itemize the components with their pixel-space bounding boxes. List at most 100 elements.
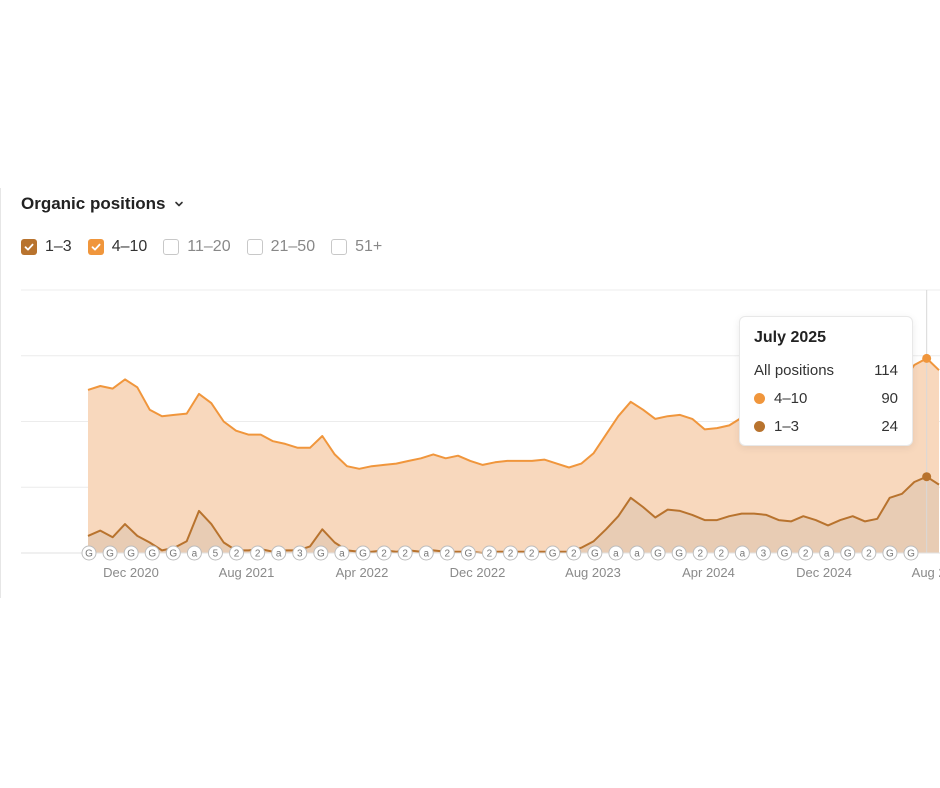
filter-label: 21–50 xyxy=(270,238,316,255)
annotation-marker xyxy=(481,545,497,561)
annotation-marker-label: a xyxy=(192,549,198,560)
annotation-marker xyxy=(882,545,898,561)
tooltip-label: 4–10 xyxy=(774,389,808,407)
annotation-marker-label: G xyxy=(85,549,93,560)
x-tick-label: Aug 2025 xyxy=(912,565,940,580)
annotation-marker-label: G xyxy=(464,549,472,560)
tooltip-row-1-3: 1–3 24 xyxy=(754,412,898,440)
annotation-marker xyxy=(439,545,455,561)
chevron-down-icon xyxy=(174,201,183,207)
tooltip-value: 114 xyxy=(874,361,898,379)
annotation-marker xyxy=(692,545,708,561)
organic-positions-dropdown[interactable]: Organic positions xyxy=(21,194,184,214)
annotation-marker-label: 2 xyxy=(529,549,535,560)
annotation-marker-label: 2 xyxy=(381,549,387,560)
highlight-point-1-3 xyxy=(922,472,932,482)
filter-21-50[interactable]: 21–50 xyxy=(246,238,316,256)
checkbox-11-20[interactable] xyxy=(163,239,180,255)
check-icon xyxy=(24,243,34,251)
annotation-marker xyxy=(545,545,561,561)
annotation-marker xyxy=(123,545,139,561)
x-tick-label: Apr 2022 xyxy=(336,565,389,580)
annotation-marker-label: G xyxy=(591,549,599,560)
annotation-marker-label: 3 xyxy=(297,549,303,560)
x-tick-label: Dec 2024 xyxy=(796,565,852,580)
x-tick-label: Dec 2022 xyxy=(450,565,506,580)
checkbox-21-50[interactable] xyxy=(246,239,263,255)
x-tick-label: Apr 2024 xyxy=(682,565,735,580)
annotation-marker xyxy=(292,545,308,561)
annotation-marker-label: G xyxy=(907,549,915,560)
annotation-marker xyxy=(819,545,835,561)
annotation-marker-label: G xyxy=(844,549,852,560)
annotation-marker-label: G xyxy=(106,549,114,560)
annotation-marker-label: G xyxy=(169,549,177,560)
x-tick-label: Dec 2020 xyxy=(103,565,159,580)
annotation-marker-label: 2 xyxy=(697,549,703,560)
annotation-marker xyxy=(271,545,287,561)
tooltip-label: 1–3 xyxy=(774,417,800,435)
annotation-marker xyxy=(650,545,666,561)
annotation-marker xyxy=(229,545,245,561)
filter-label: 51+ xyxy=(355,238,383,255)
annotation-marker-label: G xyxy=(886,549,894,560)
annotation-marker-label: 2 xyxy=(571,549,577,560)
annotation-marker xyxy=(165,545,181,561)
annotation-marker-label: a xyxy=(613,549,619,560)
annotation-marker xyxy=(418,545,434,561)
annotation-marker xyxy=(397,545,413,561)
filter-11-20[interactable]: 11–20 xyxy=(163,238,231,256)
annotation-marker xyxy=(334,545,350,561)
annotation-marker xyxy=(840,545,856,561)
annotation-marker xyxy=(376,545,392,561)
annotation-marker-label: 2 xyxy=(445,549,451,560)
annotation-marker-label: G xyxy=(359,549,367,560)
annotation-marker xyxy=(313,545,329,561)
annotation-marker xyxy=(102,545,118,561)
tooltip-value: 90 xyxy=(881,389,898,407)
annotation-marker xyxy=(503,545,519,561)
annotation-marker xyxy=(608,545,624,561)
checkbox-51-plus[interactable] xyxy=(331,239,348,255)
annotation-marker-label: a xyxy=(824,549,830,560)
annotation-marker-label: G xyxy=(317,549,325,560)
annotation-marker-label: G xyxy=(127,549,135,560)
annotation-marker xyxy=(250,545,266,561)
filter-1-3[interactable]: 1–3 xyxy=(21,238,72,256)
filter-label: 1–3 xyxy=(45,238,72,255)
annotation-marker-label: a xyxy=(740,549,746,560)
annotation-marker xyxy=(629,545,645,561)
position-filters: 1–3 4–10 11–20 21–50 51+ xyxy=(21,238,382,256)
filter-4-10[interactable]: 4–10 xyxy=(87,238,147,256)
annotation-marker xyxy=(861,545,877,561)
x-tick-label: Aug 2021 xyxy=(219,565,275,580)
x-tick-label: Aug 2023 xyxy=(565,565,621,580)
annotation-marker xyxy=(81,545,97,561)
legend-dot-1-3 xyxy=(754,420,765,432)
annotation-marker-label: a xyxy=(276,549,282,560)
annotation-marker xyxy=(734,545,750,561)
tooltip-value: 24 xyxy=(881,417,898,435)
annotation-marker xyxy=(186,545,202,561)
filter-51-plus[interactable]: 51+ xyxy=(331,238,382,256)
chart-tooltip: July 2025 All positions 114 4–10 90 1–3 … xyxy=(739,316,913,446)
filter-label: 11–20 xyxy=(187,238,231,255)
tooltip-label: All positions xyxy=(754,361,835,379)
annotation-marker xyxy=(755,545,771,561)
tooltip-row-all: All positions 114 xyxy=(754,356,898,384)
annotation-marker xyxy=(671,545,687,561)
annotation-marker-label: 2 xyxy=(487,549,493,560)
annotation-marker xyxy=(207,545,223,561)
tooltip-row-4-10: 4–10 90 xyxy=(754,384,898,412)
checkbox-4-10[interactable] xyxy=(87,239,104,255)
checkbox-1-3[interactable] xyxy=(21,239,37,255)
annotation-marker-label: a xyxy=(634,549,640,560)
annotation-marker-label: 2 xyxy=(508,549,514,560)
annotation-marker xyxy=(355,545,371,561)
annotation-marker-label: 2 xyxy=(866,549,872,560)
annotation-marker xyxy=(566,545,582,561)
annotation-marker-label: 2 xyxy=(803,549,809,560)
annotation-marker-label: G xyxy=(675,549,683,560)
annotation-marker-label: 2 xyxy=(255,549,261,560)
